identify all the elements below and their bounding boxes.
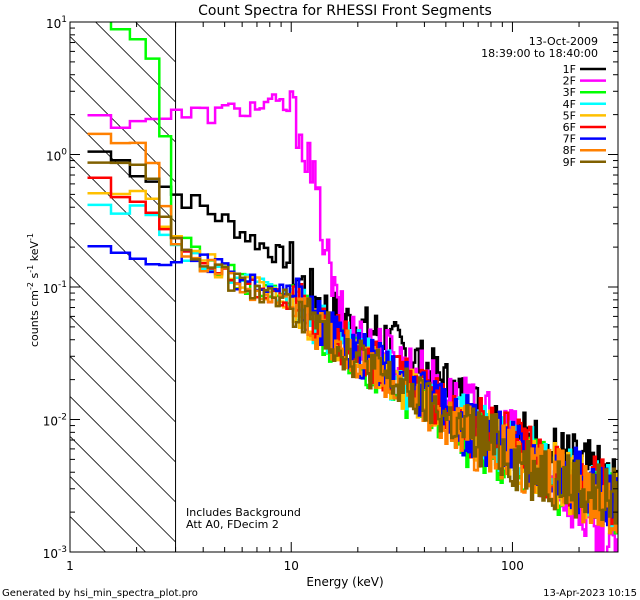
- y-axis-label-base: counts cm: [28, 290, 41, 347]
- note-background: Includes Background: [186, 506, 301, 519]
- series-line-2F: [87, 90, 618, 552]
- hatch-line: [94, 22, 176, 103]
- hatch-line: [70, 516, 107, 552]
- series-group: [87, 22, 618, 552]
- y-axis-label-mid1: s: [28, 272, 41, 281]
- y-tick-labels: 10-3 10-2 10-1 100 101: [43, 15, 68, 561]
- y-tick-label: 101: [46, 15, 67, 31]
- date-label: 13-Oct-2009: [529, 35, 598, 48]
- hatch-line: [70, 36, 176, 143]
- x-tick-label: 10: [284, 559, 299, 573]
- series-line-5F: [87, 189, 618, 523]
- hatch-line: [174, 22, 176, 23]
- legend-label-6F: 6F: [563, 121, 576, 134]
- hatch-line: [70, 396, 176, 503]
- hatch-line: [70, 236, 176, 343]
- y-axis-label: counts cm-2 s-1 keV-1: [26, 233, 41, 347]
- axis-ticks: [69, 21, 619, 553]
- excluded-region-hatch: [70, 22, 176, 552]
- hatch-line: [70, 436, 176, 543]
- y-axis-label-exp1: -2: [26, 282, 35, 290]
- series-line-9F: [87, 161, 618, 525]
- hatch-line: [70, 356, 176, 463]
- x-tick-label: 1: [66, 559, 74, 573]
- x-axis-label: Energy (keV): [306, 575, 383, 589]
- hatch-line: [70, 76, 176, 183]
- hatch-line: [70, 276, 176, 383]
- legend-label-9F: 9F: [563, 156, 576, 169]
- y-axis-label-mid2: keV: [28, 241, 41, 265]
- x-tick-label: 100: [501, 559, 524, 573]
- hatch-line: [70, 476, 147, 552]
- legend-label-8F: 8F: [563, 144, 576, 157]
- chart-title: Count Spectra for RHESSI Front Segments: [198, 3, 492, 19]
- legend-label-4F: 4F: [563, 98, 576, 111]
- hatch-line: [70, 156, 176, 263]
- hatch-line: [70, 196, 176, 303]
- y-tick-label: 10-3: [43, 545, 67, 561]
- y-axis-label-exp2: -1: [26, 265, 35, 273]
- hatch-line: [70, 316, 176, 423]
- legend-label-1F: 1F: [563, 63, 576, 76]
- hatch-line: [134, 22, 176, 63]
- y-tick-label: 10-2: [43, 413, 67, 429]
- legend-label-7F: 7F: [563, 133, 576, 146]
- timestamp-label: 13-Apr-2023 10:15: [543, 588, 637, 599]
- y-axis-label-exp3: -1: [26, 233, 35, 241]
- time-range-label: 18:39:00 to 18:40:00: [481, 47, 598, 60]
- y-tick-label: 100: [46, 148, 67, 164]
- legend-label-5F: 5F: [563, 109, 576, 122]
- legend-label-2F: 2F: [563, 75, 576, 88]
- y-tick-label: 10-1: [43, 280, 67, 296]
- legend-label-3F: 3F: [563, 86, 576, 99]
- generated-by-label: Generated by hsi_min_spectra_plot.pro: [2, 588, 198, 599]
- note-attenuator: Att A0, FDecim 2: [186, 518, 279, 531]
- x-tick-labels: 1 10 100: [66, 559, 524, 573]
